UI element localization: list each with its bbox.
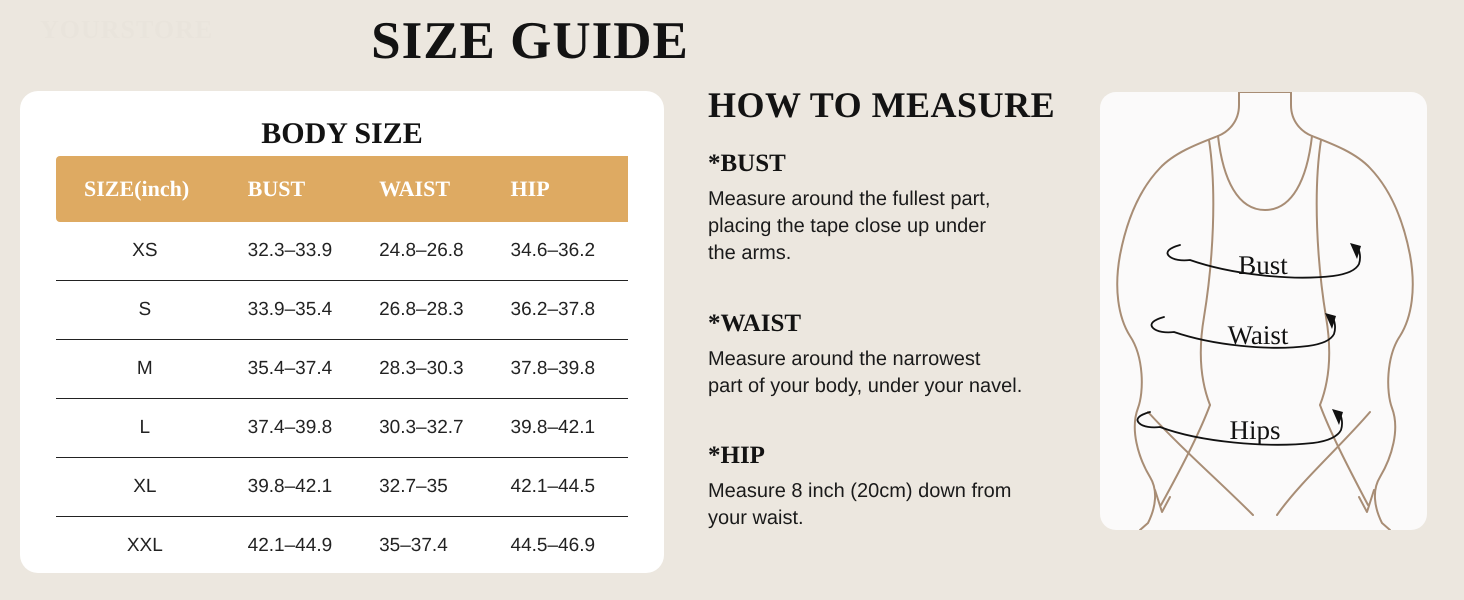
svg-text:Bust: Bust <box>1238 250 1288 280</box>
svg-text:Hips: Hips <box>1229 415 1280 445</box>
svg-text:Waist: Waist <box>1228 320 1289 350</box>
